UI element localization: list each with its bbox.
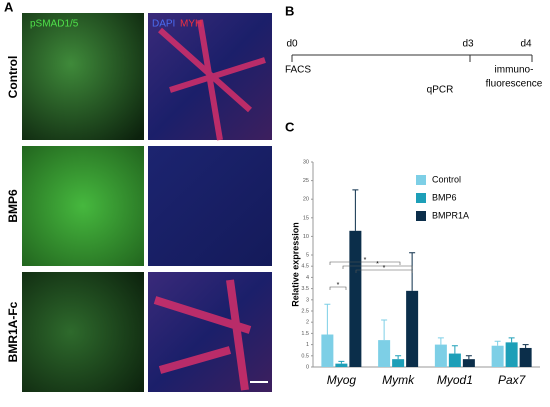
stain-label: DAPI (152, 19, 175, 30)
row-label: BMP6 (6, 189, 20, 223)
significance-bracket (342, 265, 413, 269)
bar (462, 359, 475, 367)
chart: 0 0.5 1 1.5 2 2.5 3 3.5 4 4.5 5 10 15 20 25 30 Relative … (290, 159, 540, 387)
y-tick-label: 5 (306, 252, 309, 258)
event-label: qPCR (427, 85, 454, 96)
legend-swatch (416, 193, 426, 203)
day-label: d0 (286, 39, 298, 50)
y-tick-label: 0 (306, 364, 309, 370)
y-tick-label: 1 (306, 342, 309, 348)
stain-label: pSMAD1/5 (30, 19, 79, 30)
myotube (158, 19, 266, 141)
y-tick-label: 15 (303, 215, 309, 221)
legend-swatch (416, 175, 426, 185)
y-tick-label: 1.5 (301, 331, 309, 337)
bar (349, 230, 362, 367)
y-tick-label: 30 (303, 159, 309, 165)
y-tick-label: 4 (306, 275, 309, 281)
row-label: Control (6, 56, 20, 99)
y-tick-label: 0.5 (301, 353, 309, 359)
image (22, 146, 144, 266)
legend-label: BMPR1A (432, 210, 469, 220)
error-bar (437, 337, 444, 345)
bar (491, 345, 504, 367)
significance-bracket (329, 286, 347, 290)
y-tick-label: 10 (303, 234, 309, 240)
significance-mark: * (337, 282, 340, 289)
image (148, 272, 272, 392)
event-label: fluorescence (486, 79, 543, 90)
x-tick-label: Pax7 (498, 373, 527, 387)
y-tick-label: 4.5 (301, 264, 309, 270)
error-bar (338, 360, 345, 364)
error-bar (451, 345, 458, 354)
event-label: FACS (285, 65, 311, 76)
error-bar (395, 355, 402, 360)
y-tick-label: 20 (303, 197, 309, 203)
bar (321, 334, 334, 367)
image (22, 272, 144, 392)
bar (448, 353, 461, 367)
bar (406, 290, 419, 367)
legend-label: BMP6 (432, 192, 457, 202)
bar (392, 359, 405, 367)
x-tick-label: Myod1 (437, 373, 473, 387)
y-axis-label: Relative expression (290, 222, 300, 307)
error-bar (522, 344, 529, 348)
micrographs: pSMAD1/5 DAPI MYH Control BMP6 BMR1A-Fc (6, 13, 272, 392)
day-label: d4 (520, 39, 532, 50)
bar (335, 363, 348, 367)
error-bar (324, 303, 331, 335)
stain-label: MYH (180, 19, 202, 30)
significance-mark: * (376, 261, 379, 268)
x-tick-label: Mymk (382, 373, 415, 387)
image (22, 13, 144, 140)
error-bar (494, 340, 501, 346)
legend-swatch (416, 211, 426, 221)
error-bar (465, 355, 472, 360)
panel-label: A (4, 0, 14, 14)
panel-label: C (285, 119, 295, 134)
panel-label: B (285, 3, 294, 18)
error-bar (508, 337, 515, 343)
significance-mark: * (383, 265, 386, 272)
y-tick-label: 3 (306, 297, 309, 303)
error-bar (352, 189, 359, 231)
significance-bracket (355, 269, 413, 273)
significance-mark: * (364, 257, 367, 264)
y-tick-label: 25 (303, 178, 309, 184)
image (148, 146, 272, 266)
bar (505, 342, 518, 367)
y-tick-label: 2 (306, 320, 309, 326)
bar (434, 344, 447, 367)
bar (378, 340, 391, 367)
x-tick-label: Myog (327, 373, 357, 387)
timeline: d0 d3 d4 FACS qPCR immuno- fluorescence (285, 39, 543, 96)
y-tick-label: 2.5 (301, 308, 309, 314)
event-label: immuno- (495, 65, 534, 76)
error-bar (381, 319, 388, 341)
row-label: BMR1A-Fc (6, 301, 20, 362)
day-label: d3 (462, 39, 474, 50)
myotube (153, 279, 252, 391)
y-tick-label: 3.5 (301, 286, 309, 292)
significance-bracket (329, 261, 401, 265)
bar (519, 347, 532, 367)
legend-label: Control (432, 174, 461, 184)
